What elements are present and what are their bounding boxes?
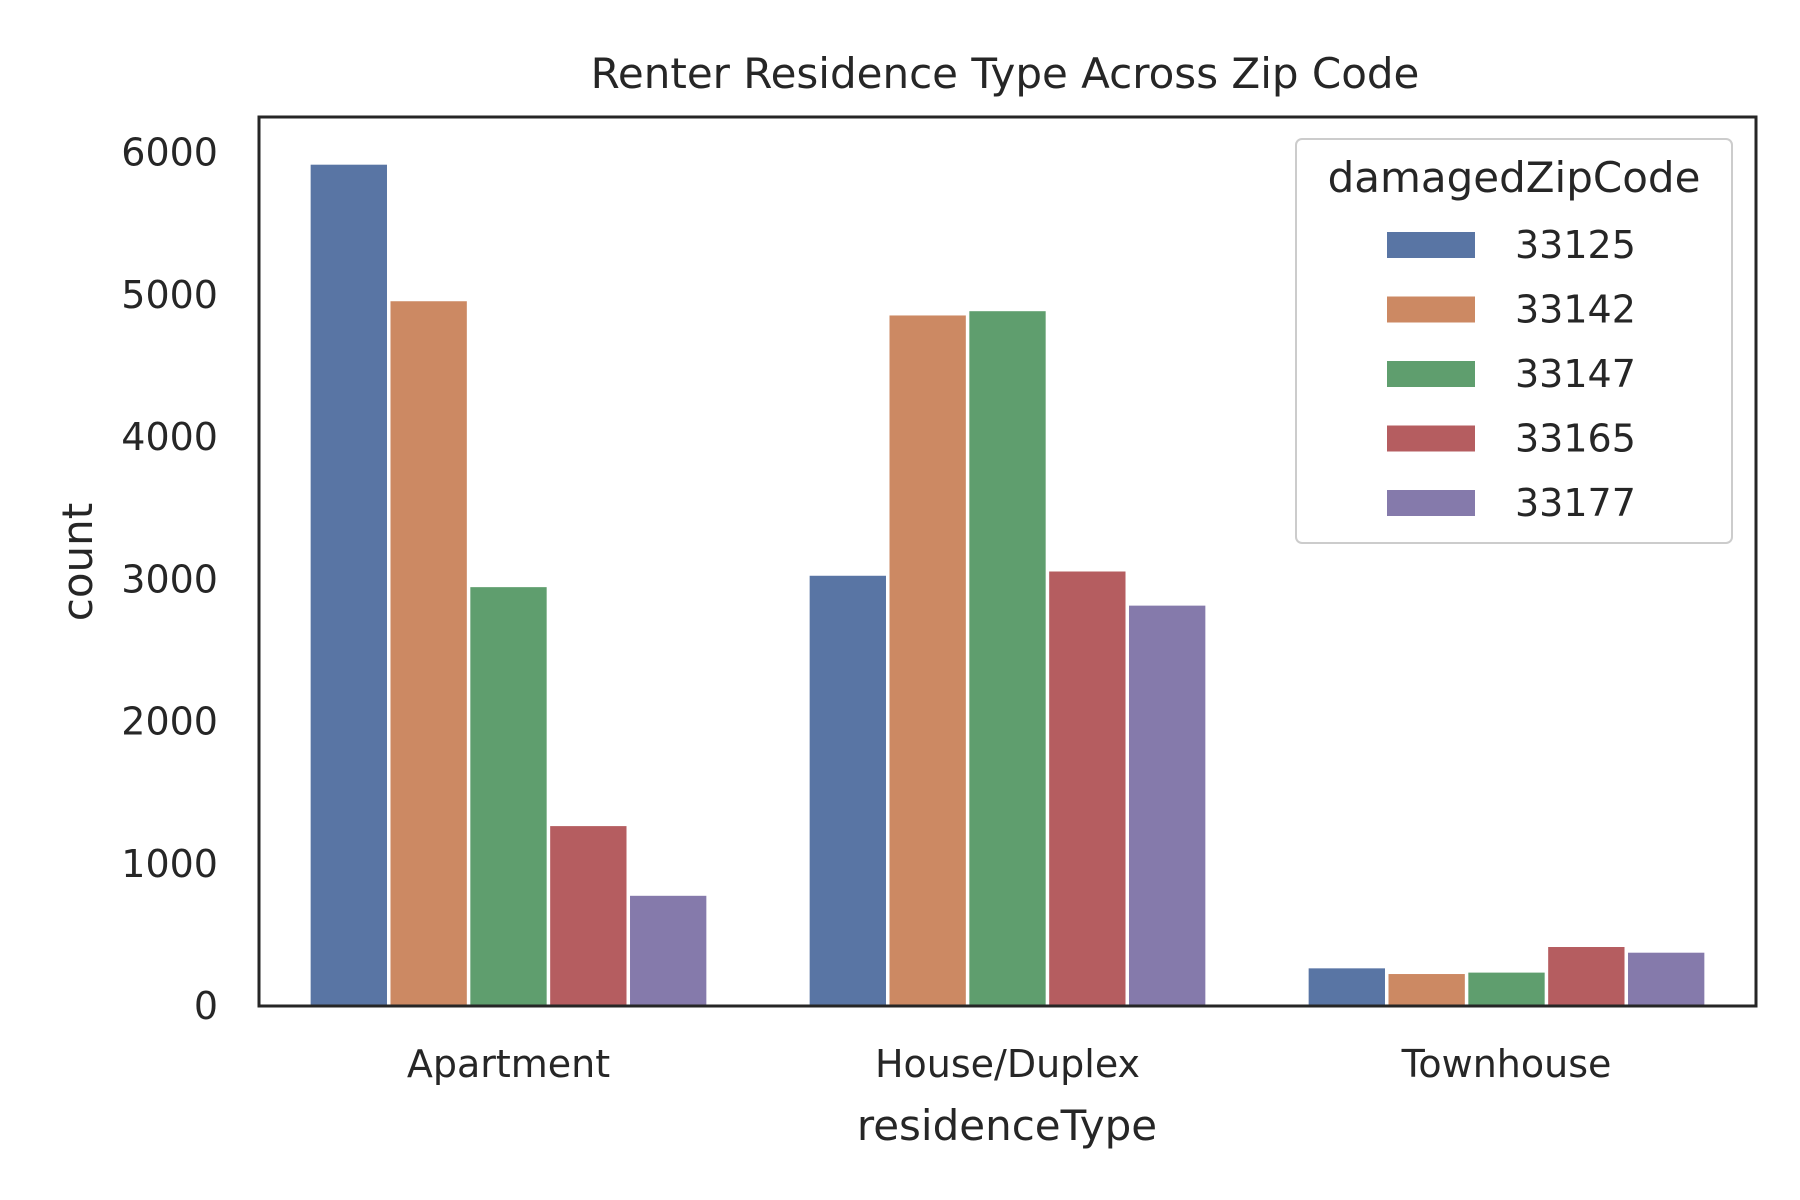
x-axis-label: residenceType (857, 1101, 1157, 1150)
bar-apartment-33165 (548, 824, 629, 1007)
bar-townhouse-33125 (1307, 966, 1387, 1007)
bar-apartment-33147 (468, 585, 549, 1007)
bar-house-duplex-33147 (967, 309, 1048, 1007)
y-tick-label: 4000 (121, 415, 218, 459)
legend-label-33177: 33177 (1515, 481, 1636, 525)
chart-title: Renter Residence Type Across Zip Code (591, 49, 1420, 98)
plot-frame (257, 115, 1758, 1008)
y-tick-label: 0 (194, 984, 218, 1028)
y-tick-label: 3000 (121, 557, 218, 601)
y-tick-label: 5000 (121, 273, 218, 317)
bar-house-duplex-33177 (1127, 604, 1207, 1007)
bar-apartment-33125 (309, 163, 389, 1007)
legend: damagedZipCode 33125 33142 33147 33165 33177 (1295, 138, 1733, 544)
legend-label-33165: 33165 (1515, 417, 1636, 461)
x-tick-label: House/Duplex (875, 1042, 1140, 1086)
legend-label-33125: 33125 (1515, 223, 1636, 267)
bar-house-duplex-33165 (1047, 569, 1128, 1007)
y-tick-label: 2000 (121, 700, 218, 744)
bar-townhouse-33177 (1626, 951, 1706, 1007)
bar-townhouse-33165 (1546, 945, 1627, 1007)
legend-title: damagedZipCode (1328, 153, 1701, 202)
legend-items: 33125 33142 33147 33165 33177 (1387, 223, 1636, 525)
bar-apartment-33142 (388, 299, 469, 1007)
bar-house-duplex-33142 (887, 313, 968, 1007)
legend-swatch-33165 (1387, 425, 1475, 452)
legend-swatch-33177 (1387, 490, 1475, 516)
x-tick-label: Apartment (407, 1042, 610, 1086)
bar-townhouse-33142 (1386, 972, 1467, 1007)
legend-swatch-33142 (1387, 296, 1475, 323)
x-axis-ticks: Apartment House/Duplex Townhouse (407, 1042, 1612, 1086)
bars-group (309, 163, 1706, 1007)
legend-label-33142: 33142 (1515, 288, 1636, 332)
legend-swatch-33125 (1387, 232, 1475, 258)
bar-apartment-33177 (628, 894, 708, 1007)
y-axis-label: count (53, 503, 102, 622)
legend-swatch-33147 (1387, 361, 1475, 387)
y-tick-label: 1000 (121, 842, 218, 886)
bar-house-duplex-33125 (808, 574, 888, 1007)
y-axis-ticks: 0 1000 2000 3000 4000 5000 6000 (121, 131, 218, 1028)
bar-townhouse-33147 (1466, 971, 1547, 1007)
y-tick-label: 6000 (121, 131, 218, 175)
legend-label-33147: 33147 (1515, 352, 1636, 396)
x-tick-label: Townhouse (1401, 1042, 1612, 1086)
